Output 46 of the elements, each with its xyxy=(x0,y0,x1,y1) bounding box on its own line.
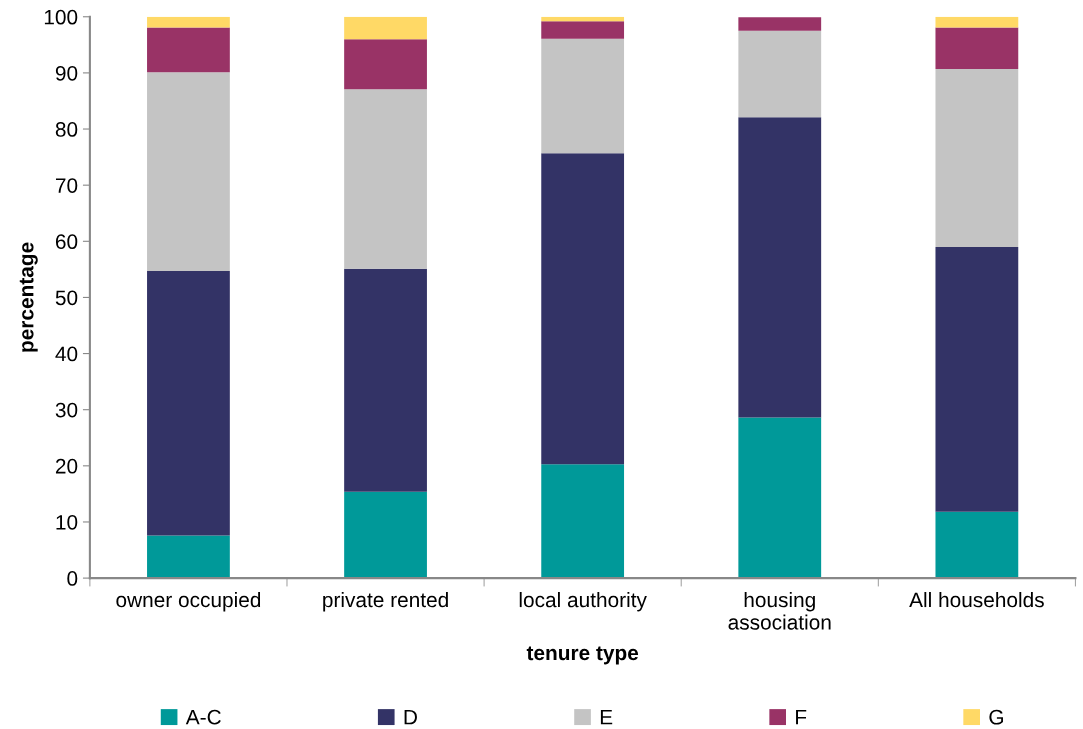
bar xyxy=(147,535,230,579)
y-tick-label: 30 xyxy=(55,402,78,418)
bar xyxy=(147,271,230,536)
x-tick-label: private rented xyxy=(323,591,448,612)
y-tick-label: 50 xyxy=(55,290,78,306)
bar xyxy=(344,16,427,40)
y-axis-title: percentage xyxy=(19,242,38,352)
bar xyxy=(541,153,625,465)
y-tick-label: 0 xyxy=(67,571,78,586)
x-axis-title: tenure type xyxy=(526,646,639,665)
bar xyxy=(935,27,1019,69)
y-tick-label: 100 xyxy=(44,9,78,25)
bar xyxy=(935,511,1019,579)
bar xyxy=(738,17,822,31)
bar xyxy=(541,464,625,579)
bar xyxy=(344,491,427,579)
y-tick-label: 10 xyxy=(56,514,78,530)
bar xyxy=(344,39,427,90)
x-tick-label: housing association xyxy=(728,591,831,630)
bar xyxy=(147,72,230,272)
y-tick-label: 90 xyxy=(55,65,78,81)
x-tick-label: owner occupied xyxy=(116,591,261,612)
bar xyxy=(147,27,230,73)
bar xyxy=(147,16,230,28)
bar xyxy=(935,16,1019,28)
legend-label: G xyxy=(989,709,1003,725)
bar xyxy=(344,268,427,492)
bar xyxy=(541,38,625,154)
y-tick-label: 40 xyxy=(55,346,78,362)
legend-label: D xyxy=(404,709,417,725)
y-tick-label: 80 xyxy=(55,122,78,137)
x-tick-label: All households xyxy=(909,591,1044,608)
legend-label: E xyxy=(600,709,613,725)
legend-label: A-C xyxy=(185,709,221,725)
legend-label: F xyxy=(796,709,807,725)
bar xyxy=(738,417,822,579)
bar xyxy=(738,30,822,118)
y-tick-label: 20 xyxy=(55,458,78,474)
bar xyxy=(541,21,625,39)
bar xyxy=(738,117,822,418)
bar xyxy=(344,89,427,269)
y-tick-label: 70 xyxy=(55,178,78,193)
bar xyxy=(935,68,1019,247)
bar xyxy=(935,246,1019,512)
x-tick-label: local authority xyxy=(519,591,647,612)
y-tick-label: 60 xyxy=(55,234,78,250)
